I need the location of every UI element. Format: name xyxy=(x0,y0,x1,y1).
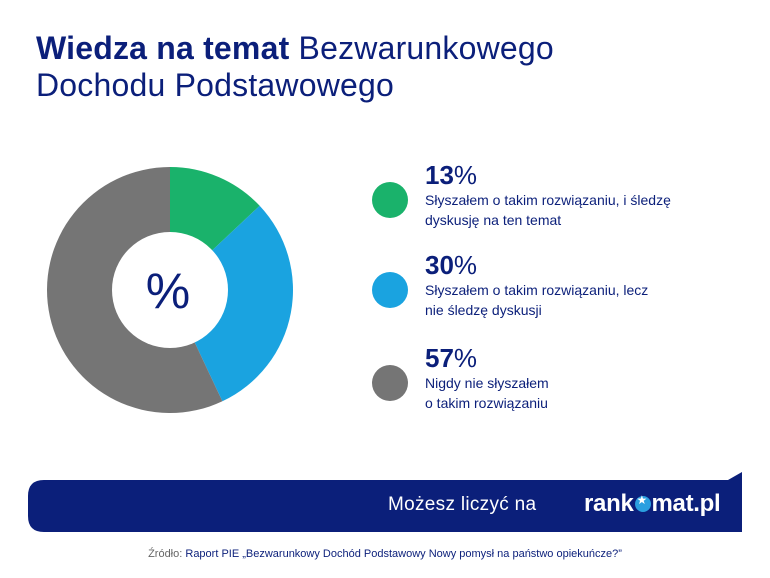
donut-hole xyxy=(112,232,228,348)
legend-value: 13% xyxy=(425,160,478,190)
source-note: Źródło: Raport PIE „Bezwarunkowy Dochód … xyxy=(148,548,622,560)
title-regular-line1: Bezwarunkowego xyxy=(298,30,554,66)
page-title: Wiedza na temat Bezwarunkowego Dochodu P… xyxy=(36,30,736,104)
legend-swatch-blue xyxy=(372,272,408,308)
slice-heard-not-following xyxy=(170,205,293,402)
legend-description: Nigdy nie słyszałem o takim rozwiązaniu xyxy=(425,375,549,411)
legend-swatch-gray xyxy=(372,365,408,401)
title-regular-line2: Dochodu Podstawowego xyxy=(36,67,395,103)
legend-value: 57% xyxy=(425,343,478,373)
legend-value: 30% xyxy=(425,250,478,280)
donut-chart: % xyxy=(47,167,293,413)
logo-star-icon xyxy=(634,493,651,512)
legend-description: Słyszałem o takim rozwiązaniu, lecz nie ś… xyxy=(425,282,649,318)
rankomat-logo[interactable]: rankmat.pl xyxy=(584,490,721,518)
legend-description: Słyszałem o takim rozwiązaniu, i śledzę d… xyxy=(425,192,671,228)
banner-slogan: Możesz liczyć na xyxy=(388,494,537,515)
donut-center-label: % xyxy=(146,263,190,319)
title-bold: Wiedza na temat xyxy=(36,30,290,66)
footer-banner xyxy=(28,472,742,532)
legend-swatch-green xyxy=(372,182,408,218)
